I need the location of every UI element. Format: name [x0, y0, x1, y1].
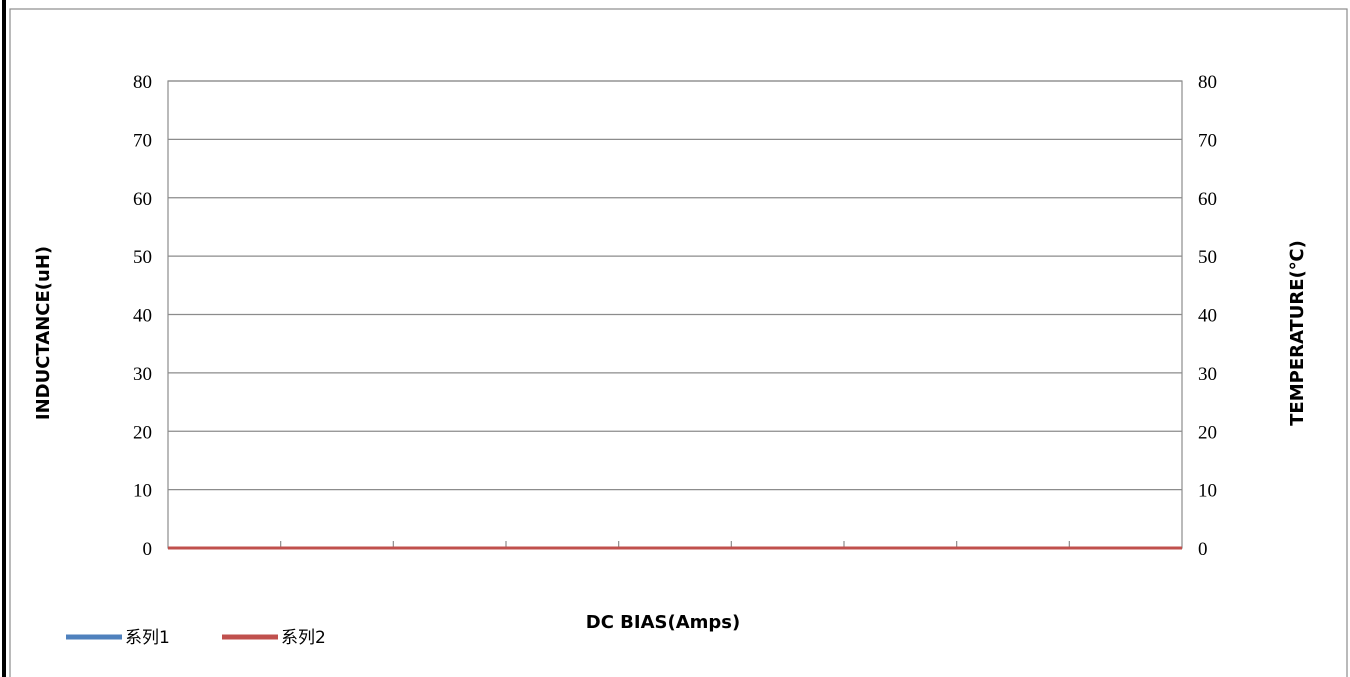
y-tick-label-right: 0: [1198, 539, 1208, 560]
y-tick-label-right: 60: [1198, 189, 1217, 210]
y-tick-label-left: 60: [133, 189, 152, 210]
y-tick-label-left: 80: [133, 72, 152, 93]
y-tick-label-right: 40: [1198, 306, 1217, 327]
legend-label: 系列2: [281, 628, 326, 648]
y-tick-label-right: 10: [1198, 481, 1217, 502]
y-axis-right-ticks: 0 10 20 30 40 50 60 70 80: [1198, 72, 1217, 560]
y-axis-left-title: INDUCTANCE(uH): [33, 246, 54, 420]
y-tick-label-left: 30: [133, 364, 152, 385]
y-axis-left-ticks: 0 10 20 30 40 50 60 70 80: [133, 72, 152, 560]
y-tick-label-left: 20: [133, 422, 152, 443]
chart-area-border: [9, 8, 1348, 677]
y-tick-label-right: 20: [1198, 422, 1217, 443]
legend-label: 系列1: [125, 628, 170, 648]
y-tick-label-right: 80: [1198, 72, 1217, 93]
y-axis-right-title: TEMPERATURE(℃): [1287, 240, 1308, 426]
y-tick-label-left: 10: [133, 481, 152, 502]
y-tick-label-right: 50: [1198, 247, 1217, 268]
y-tick-label-left: 50: [133, 247, 152, 268]
y-tick-label-left: 70: [133, 130, 152, 151]
y-tick-label-left: 0: [143, 539, 153, 560]
legend: 系列1 系列2: [66, 628, 326, 648]
y-tick-label-left: 40: [133, 306, 152, 327]
y-tick-label-right: 30: [1198, 364, 1217, 385]
x-axis-title: DC BIAS(Amps): [586, 612, 740, 633]
y-tick-label-right: 70: [1198, 130, 1217, 151]
